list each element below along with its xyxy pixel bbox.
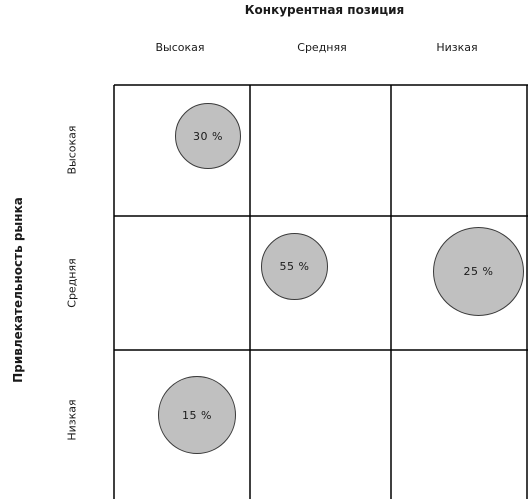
column-label-high: Высокая xyxy=(155,41,205,54)
column-label-low: Низкая xyxy=(436,41,478,54)
bubble-label: 30 % xyxy=(193,129,223,143)
x-axis-title: Конкурентная позиция xyxy=(244,3,405,17)
bubble-medium-low: 25 % xyxy=(433,227,524,316)
bubble-high-high: 30 % xyxy=(175,103,241,169)
bubble-label: 25 % xyxy=(463,265,494,278)
bubble-low-high: 15 % xyxy=(158,376,236,454)
bubble-medium-medium: 55 % xyxy=(261,233,328,300)
column-label-medium: Средняя xyxy=(297,41,347,54)
bubble-label: 15 % xyxy=(182,408,212,422)
bubble-label: 55 % xyxy=(279,260,310,273)
